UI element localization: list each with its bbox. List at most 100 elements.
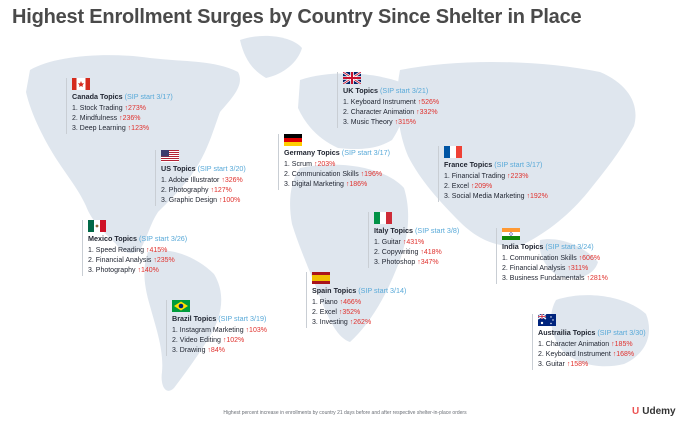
up-arrow-icon: ↑ — [402, 239, 407, 246]
up-arrow-icon: ↑ — [507, 173, 511, 180]
spain-flag-icon — [312, 272, 330, 284]
udemy-logo: U Udemy — [632, 406, 676, 417]
up-arrow-icon: ↑ — [339, 299, 344, 306]
canada-flag-icon — [72, 78, 90, 90]
topic-row: 3. Social Media Marketing ↑192% — [444, 193, 548, 200]
up-arrow-icon: ↑ — [210, 187, 214, 194]
up-arrow-icon: ↑ — [222, 337, 227, 344]
udemy-logo-text: Udemy — [642, 406, 676, 417]
topic-row: 3. Deep Learning ↑123% — [72, 125, 150, 132]
topic-row: 2. Character Animation ↑332% — [343, 109, 438, 116]
up-arrow-icon: ↑ — [245, 327, 250, 334]
topic-row: 3. Guitar ↑158% — [538, 361, 589, 368]
up-arrow-icon: ↑ — [526, 193, 531, 200]
sip-start: (SIP start 3/17) — [494, 160, 543, 169]
greenland-shape — [240, 35, 302, 78]
topic-row: 1. Guitar ↑431% — [374, 239, 425, 246]
country-heading: Germany Topics (SIP start 3/17) — [284, 148, 390, 157]
up-arrow-icon: ↑ — [137, 267, 141, 274]
country-card-australia: Austrailia Topics (SIP start 3/30) 1. Ch… — [532, 314, 646, 370]
topic-row: 2. Financial Analysis ↑235% — [88, 257, 175, 264]
north-america-shape — [26, 55, 240, 253]
up-arrow-icon: ↑ — [338, 309, 343, 316]
europe-shape — [298, 73, 406, 150]
up-arrow-icon: ↑ — [221, 177, 225, 184]
up-arrow-icon: ↑ — [567, 265, 571, 272]
topic-row: 1. Speed Reading ↑415% — [88, 247, 168, 254]
up-arrow-icon: ↑ — [611, 341, 615, 348]
france-flag-icon — [444, 146, 462, 158]
topic-row: 1. Piano ↑466% — [312, 299, 362, 306]
country-heading: Brazil Topics (SIP start 3/19) — [172, 314, 267, 323]
sip-start: (SIP start 3/8) — [415, 226, 460, 235]
up-arrow-icon: ↑ — [153, 257, 157, 264]
topic-row: 1. Character Animation ↑185% — [538, 341, 633, 348]
topic-row: 2. Photography ↑127% — [161, 187, 232, 194]
up-arrow-icon: ↑ — [417, 259, 421, 266]
topic-row: 3. Business Fundamentals ↑281% — [502, 275, 608, 282]
up-arrow-icon: ↑ — [127, 125, 132, 132]
page-title: Highest Enrollment Surges by Country Sin… — [12, 6, 582, 28]
uk-flag-icon — [343, 72, 361, 84]
country-card-us: US Topics (SIP start 3/20) 1. Adobe Illu… — [155, 150, 246, 206]
country-heading: Italy Topics (SIP start 3/8) — [374, 226, 460, 235]
up-arrow-icon: ↑ — [119, 115, 123, 122]
topic-row: 3. Digital Marketing ↑186% — [284, 181, 368, 188]
up-arrow-icon: ↑ — [420, 249, 424, 256]
sip-start: (SIP start 3/30) — [597, 328, 646, 337]
up-arrow-icon: ↑ — [586, 275, 590, 282]
udemy-mark-icon: U — [632, 406, 640, 417]
country-heading: US Topics (SIP start 3/20) — [161, 164, 246, 173]
up-arrow-icon: ↑ — [417, 99, 422, 106]
country-heading: UK Topics (SIP start 3/21) — [343, 86, 429, 95]
australia-shape — [551, 295, 650, 367]
country-heading: Canada Topics (SIP start 3/17) — [72, 92, 173, 101]
topic-row: 1. Financial Trading ↑223% — [444, 173, 529, 180]
italy-flag-icon — [374, 212, 392, 224]
country-card-france: France Topics (SIP start 3/17) 1. Financ… — [438, 146, 548, 202]
country-heading: Mexico Topics (SIP start 3/26) — [88, 234, 188, 243]
up-arrow-icon: ↑ — [218, 197, 223, 204]
up-arrow-icon: ↑ — [146, 247, 150, 254]
topic-row: 3. Photography ↑140% — [88, 267, 159, 274]
topic-row: 1. Keyboard Instrument ↑526% — [343, 99, 440, 106]
country-heading: Austrailia Topics (SIP start 3/30) — [538, 328, 646, 337]
sip-start: (SIP start 3/14) — [358, 286, 407, 295]
country-card-germany: Germany Topics (SIP start 3/17) 1. Scrum… — [278, 134, 390, 190]
up-arrow-icon: ↑ — [416, 109, 420, 116]
country-heading: Spain Topics (SIP start 3/14) — [312, 286, 407, 295]
topic-row: 3. Graphic Design ↑100% — [161, 197, 241, 204]
sip-start: (SIP start 3/17) — [124, 92, 173, 101]
country-heading: India Topics (SIP start 3/24) — [502, 242, 594, 251]
sip-start: (SIP start 3/20) — [197, 164, 246, 173]
australia-flag-icon — [538, 314, 556, 326]
up-arrow-icon: ↑ — [345, 181, 350, 188]
topic-row: 2. Keyboard Instrument ↑168% — [538, 351, 635, 358]
topic-row: 2. Excel ↑352% — [312, 309, 361, 316]
topic-row: 1. Adobe Illustrator ↑326% — [161, 177, 243, 184]
southeast-asia-shape — [539, 239, 598, 279]
sip-start: (SIP start 3/26) — [139, 234, 188, 243]
south-america-shape — [144, 250, 222, 391]
brazil-flag-icon — [172, 300, 190, 312]
country-card-canada: Canada Topics (SIP start 3/17) 1. Stock … — [66, 78, 173, 134]
topic-row: 2. Excel ↑209% — [444, 183, 493, 190]
topic-row: 2. Communication Skills ↑196% — [284, 171, 383, 178]
country-card-uk: UK Topics (SIP start 3/21) 1. Keyboard I… — [337, 72, 439, 128]
up-arrow-icon: ↑ — [349, 319, 354, 326]
us-flag-icon — [161, 150, 179, 162]
up-arrow-icon: ↑ — [394, 119, 399, 126]
india-flag-icon — [502, 228, 520, 240]
sip-start: (SIP start 3/21) — [380, 86, 429, 95]
germany-flag-icon — [284, 134, 302, 146]
africa-shape — [290, 164, 409, 342]
topic-row: 3. Music Theory ↑315% — [343, 119, 417, 126]
country-card-italy: Italy Topics (SIP start 3/8) 1. Guitar ↑… — [368, 212, 459, 268]
up-arrow-icon: ↑ — [612, 351, 617, 358]
topic-row: 2. Video Editing ↑102% — [172, 337, 245, 344]
country-card-mexico: Mexico Topics (SIP start 3/26) 1. Speed … — [82, 220, 187, 276]
asia-shape — [397, 61, 636, 246]
sip-start: (SIP start 3/17) — [341, 148, 390, 157]
topic-row: 3. Investing ↑262% — [312, 319, 372, 326]
